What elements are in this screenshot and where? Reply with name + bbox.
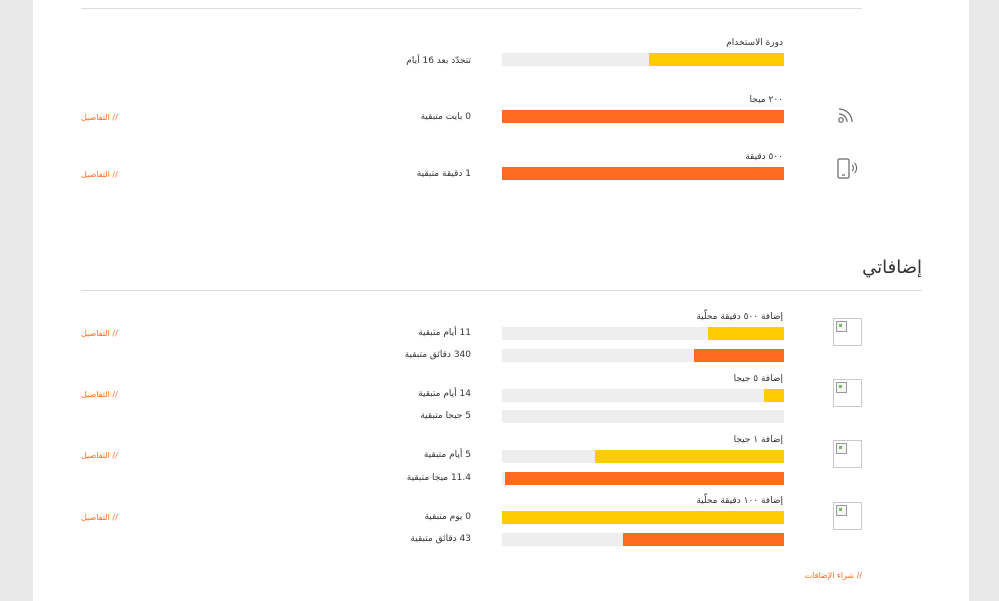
addon-balance-value: 43 دقائق متبقية: [410, 534, 471, 544]
usage-cycle-value: تتجدّد بعد 16 أيام: [406, 56, 471, 66]
addon-details-link[interactable]: // التفاصيل: [81, 329, 118, 338]
broken-image-icon: [836, 443, 847, 454]
top-divider: [81, 8, 862, 9]
minutes-plan-bar-fill: [502, 167, 784, 180]
addon-details-link[interactable]: // التفاصيل: [81, 390, 118, 399]
buy-addons-link[interactable]: // شراء الإضافات: [804, 571, 862, 580]
addon-days-value: 14 أيام متبقية: [418, 389, 471, 399]
broken-image-icon: [836, 505, 847, 516]
addon-days-bar: [502, 511, 784, 524]
addon-days-bar: [502, 389, 784, 402]
addon-days-bar-fill: [707, 327, 784, 340]
addon-days-value: 5 أيام متبقية: [423, 450, 471, 460]
addon-days-value: 0 يوم متبقية: [424, 512, 471, 522]
addon-days-bar: [502, 450, 784, 463]
addon-days-value: 11 أيام متبقية: [418, 328, 471, 338]
addon-image: [833, 440, 862, 468]
addon-balance-bar: [502, 472, 784, 485]
addon-balance-value: 340 دقائق متبقية: [404, 350, 471, 360]
addon-balance-bar: [502, 533, 784, 546]
minutes-plan-details-link[interactable]: // التفاصيل: [81, 170, 118, 179]
addon-days-bar-fill: [595, 450, 784, 463]
addons-divider: [81, 290, 922, 291]
addon-balance-bar: [502, 349, 784, 362]
data-plan-value: 0 بايت متبقية: [420, 112, 471, 122]
usage-cycle-label: دورة الاستخدام: [726, 38, 783, 48]
addon-balance-bar: [502, 410, 784, 423]
minutes-plan-value: 1 دقيقة متبقية: [416, 169, 471, 179]
broken-image-icon: [836, 382, 847, 393]
minutes-plan-label: ٥٠٠ دقيقة: [745, 152, 783, 162]
addon-days-bar: [502, 327, 784, 340]
addon-balance-bar-fill: [504, 472, 784, 485]
wifi-signal-icon: [835, 104, 859, 130]
addons-title: إضافاتي: [862, 257, 922, 278]
mobile-phone-icon: [836, 157, 860, 187]
usage-cycle-bar-fill: [648, 53, 784, 66]
addon-days-bar-fill: [502, 511, 784, 524]
addon-days-bar-fill: [764, 389, 784, 402]
content-panel: [33, 0, 969, 601]
addon-title: إضافة ٥ جيجا: [733, 374, 783, 384]
addon-details-link[interactable]: // التفاصيل: [81, 513, 118, 522]
data-plan-label: ٢٠٠ ميجا: [749, 95, 783, 105]
data-plan-bar: [502, 110, 784, 123]
data-plan-bar-fill: [502, 110, 784, 123]
addon-image: [833, 318, 862, 346]
minutes-plan-bar: [502, 167, 784, 180]
data-plan-details-link[interactable]: // التفاصيل: [81, 113, 118, 122]
addon-details-link[interactable]: // التفاصيل: [81, 451, 118, 460]
addon-image: [833, 502, 862, 530]
addon-title: إضافة ٥٠٠ دقيقة محلّية: [696, 312, 783, 322]
addon-balance-value: 11.4 ميجا متبقية: [406, 473, 471, 483]
addon-balance-bar-fill: [693, 349, 784, 362]
addon-title: إضافة ١ جيجا: [733, 435, 783, 445]
addon-image: [833, 379, 862, 407]
usage-cycle-bar: [502, 53, 784, 66]
addon-title: إضافة ١٠٠ دقيقة محلّية: [696, 496, 783, 506]
addon-balance-bar-fill: [623, 533, 784, 546]
addon-balance-value: 5 جيجا متبقية: [420, 411, 471, 421]
broken-image-icon: [836, 321, 847, 332]
